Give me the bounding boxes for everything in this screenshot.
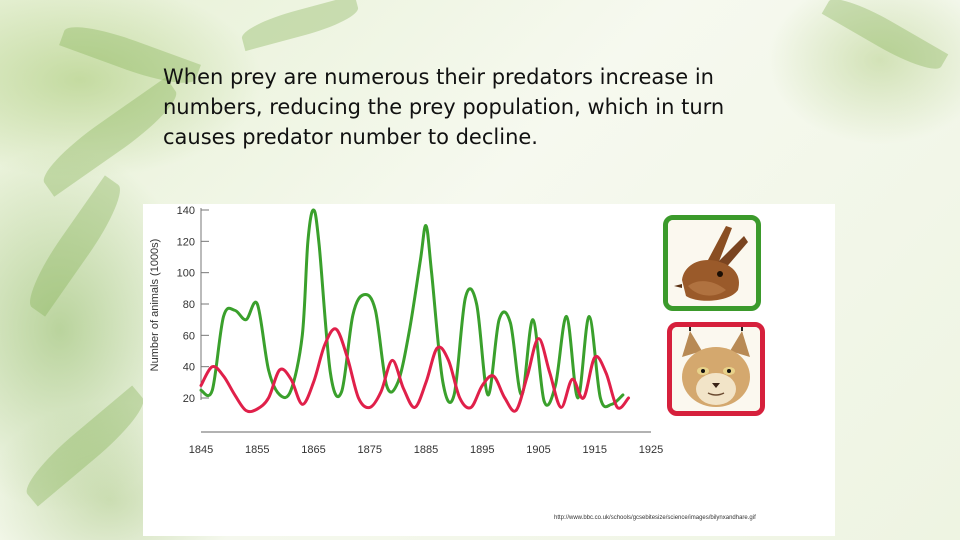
y-tick-label: 100 xyxy=(177,268,195,280)
hare-picture xyxy=(663,215,761,311)
x-tick-label: 1855 xyxy=(245,444,269,456)
slide-headline: When prey are numerous their predators i… xyxy=(163,65,725,149)
series-line-hare xyxy=(199,208,625,409)
leaf-decoration xyxy=(17,385,153,507)
lynx-picture xyxy=(667,322,765,416)
source-url: http://www.bbc.co.uk/schools/gcsebitesiz… xyxy=(554,515,756,521)
x-tick-label: 1865 xyxy=(301,444,325,456)
y-axis-label: Number of animals (1000s) xyxy=(149,239,161,372)
leaf-decoration xyxy=(18,175,132,317)
x-tick-label: 1905 xyxy=(526,444,550,456)
y-tick-label: 20 xyxy=(183,393,195,405)
x-tick-label: 1845 xyxy=(189,444,213,456)
leaf-decoration xyxy=(821,0,949,79)
population-chart: 140 120 100 80 60 40 20 1845 1855 1865 1875 1885 189… xyxy=(149,205,663,456)
y-tick-label: 120 xyxy=(177,236,195,248)
series-line-lynx xyxy=(199,327,630,414)
x-tick-label: 1875 xyxy=(358,444,382,456)
leaf-decoration xyxy=(238,0,362,52)
hare-icon xyxy=(668,220,756,306)
y-tick-label: 60 xyxy=(183,330,195,342)
y-tick-label: 140 xyxy=(177,205,195,217)
lynx-icon xyxy=(672,327,760,411)
x-tick-label: 1915 xyxy=(583,444,607,456)
x-tick-label: 1885 xyxy=(414,444,438,456)
y-tick-label: 80 xyxy=(183,299,195,311)
x-tick-label: 1925 xyxy=(639,444,663,456)
y-tick-label: 40 xyxy=(183,362,195,374)
x-tick-label: 1895 xyxy=(470,444,494,456)
